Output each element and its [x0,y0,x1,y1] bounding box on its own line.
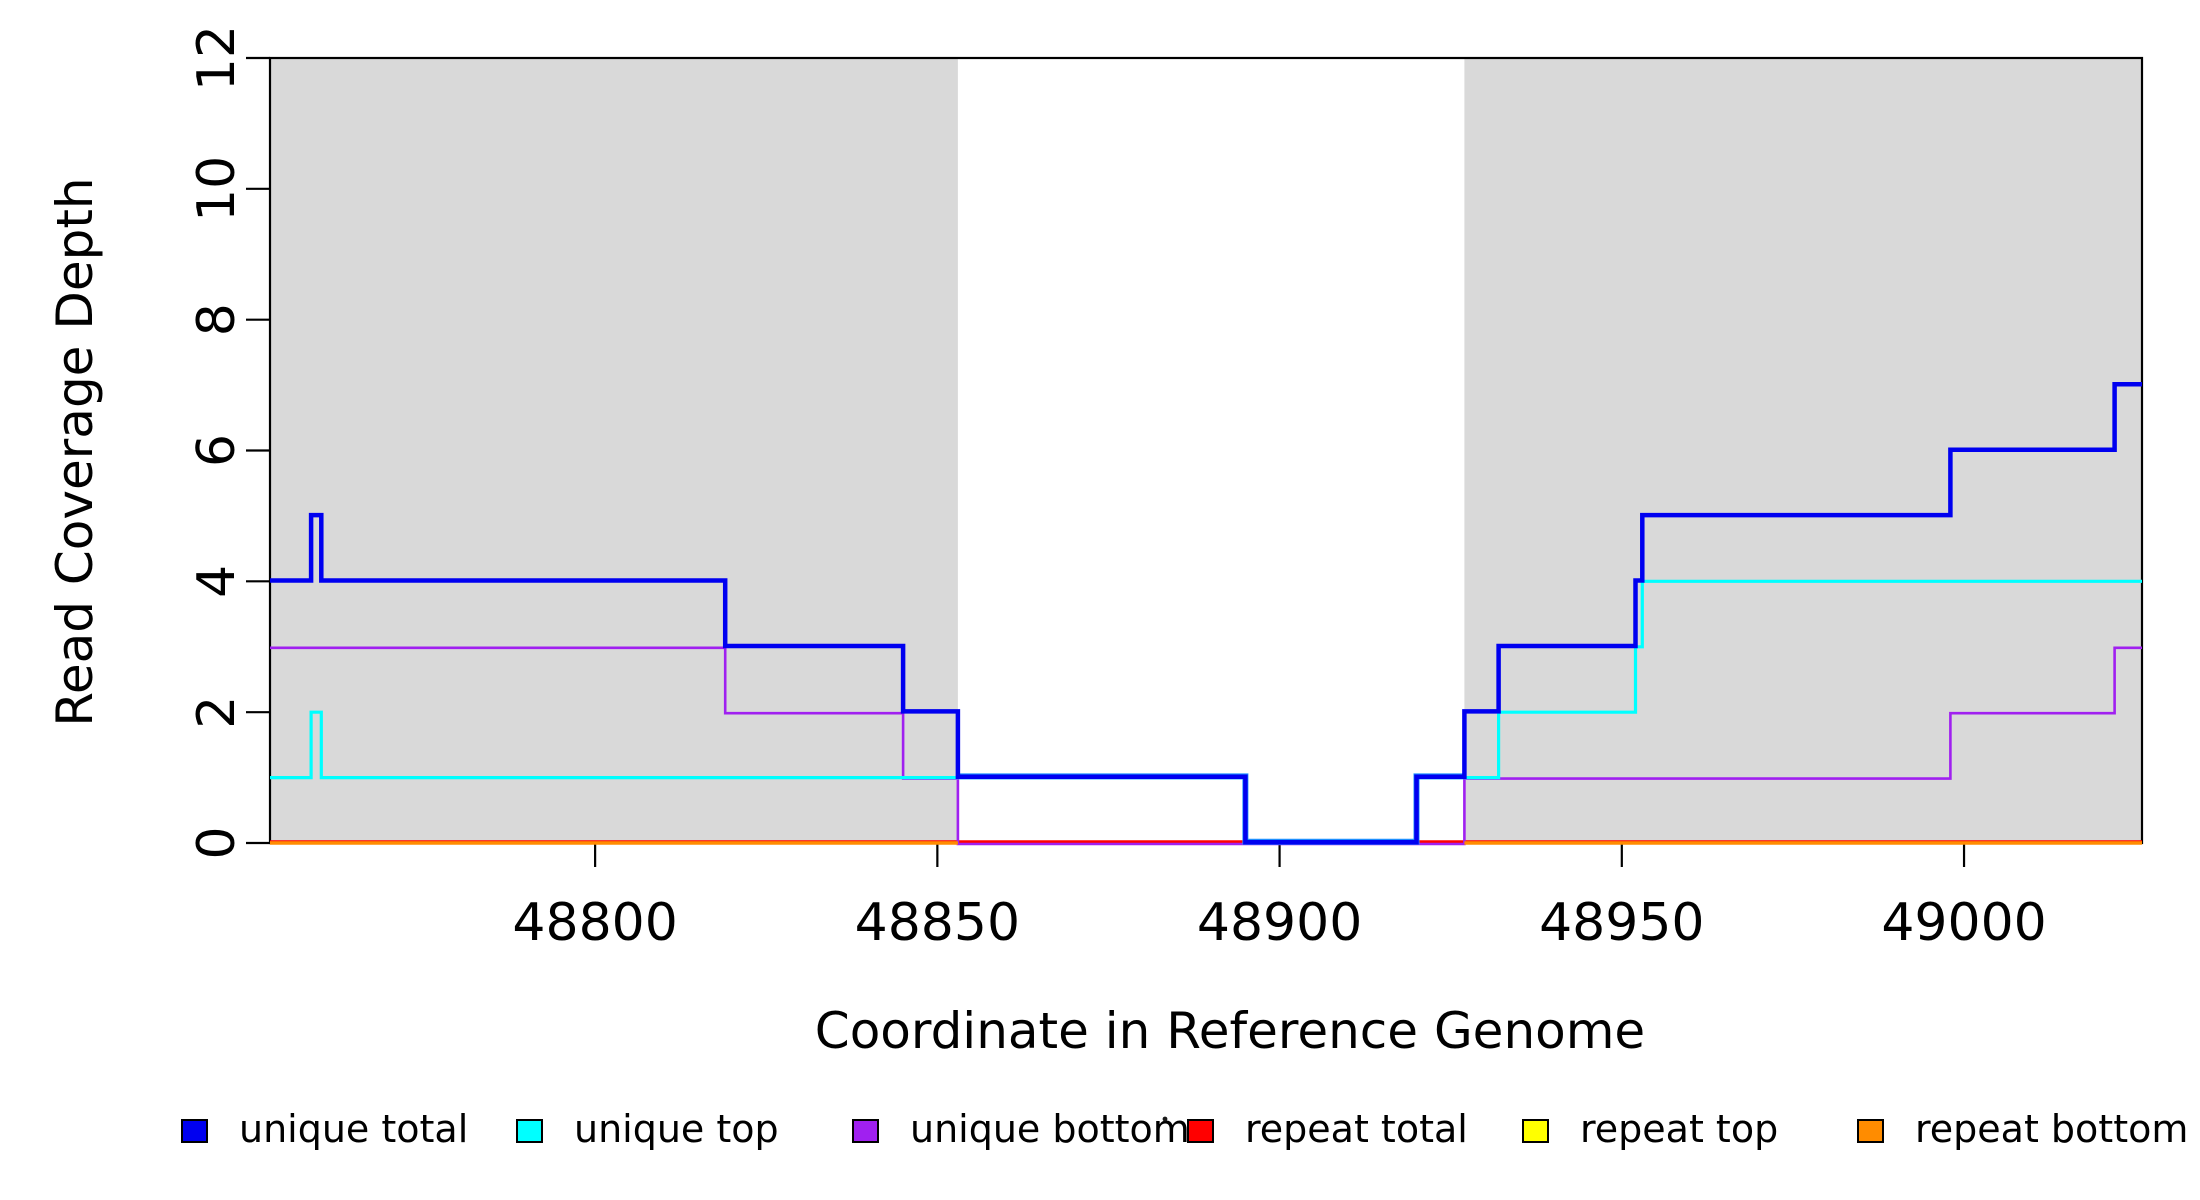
x-tick-label: 48950 [1539,893,1704,953]
y-axis-ticks: 0 2 4 6 8 10 12 [187,25,270,860]
legend-label-unique-total: unique total [239,1107,468,1151]
x-tick-label: 48800 [512,893,677,953]
y-tick-label: 8 [187,303,247,336]
legend-swatch-repeat-bottom [1857,1119,1884,1143]
x-tick-label: 49000 [1881,893,2046,953]
legend-label-repeat-total: repeat total [1245,1107,1468,1151]
y-tick-label: 12 [187,25,247,91]
x-tick-label: 48850 [855,893,1020,953]
x-axis-ticks: 48800 48850 48900 48950 49000 [512,843,2047,953]
x-axis-title: Coordinate in Reference Genome [815,1002,1645,1060]
legend-label-unique-top: unique top [574,1107,779,1151]
legend-label-repeat-top: repeat top [1580,1107,1778,1151]
legend-swatch-repeat-total [1187,1119,1214,1143]
legend: unique total unique top unique bottom repea… [181,1107,2188,1151]
legend-swatch-repeat-top [1522,1119,1549,1143]
y-tick-label: 0 [187,826,247,859]
series-unique-total [270,382,2142,845]
x-tick-label: 48900 [1197,893,1362,953]
legend-swatch-unique-bottom [852,1119,879,1143]
y-tick-label: 6 [187,434,247,467]
shaded-regions [270,58,2142,843]
legend-label-repeat-bottom: repeat bottom [1915,1107,2188,1151]
y-tick-label: 2 [187,696,247,729]
y-tick-label: 4 [187,565,247,598]
series-lines [270,382,2142,846]
series-overlap-halo [957,773,1465,845]
y-axis-title: Read Coverage Depth [46,177,104,726]
series-unique-bottom [270,646,2142,846]
stray-dot-artifact [1162,1116,1168,1122]
shaded-region-left [270,58,958,843]
legend-swatch-unique-total [181,1119,208,1143]
y-tick-label: 10 [187,156,247,222]
legend-label-unique-bottom: unique bottom [910,1107,1190,1151]
legend-swatch-unique-top [516,1119,543,1143]
